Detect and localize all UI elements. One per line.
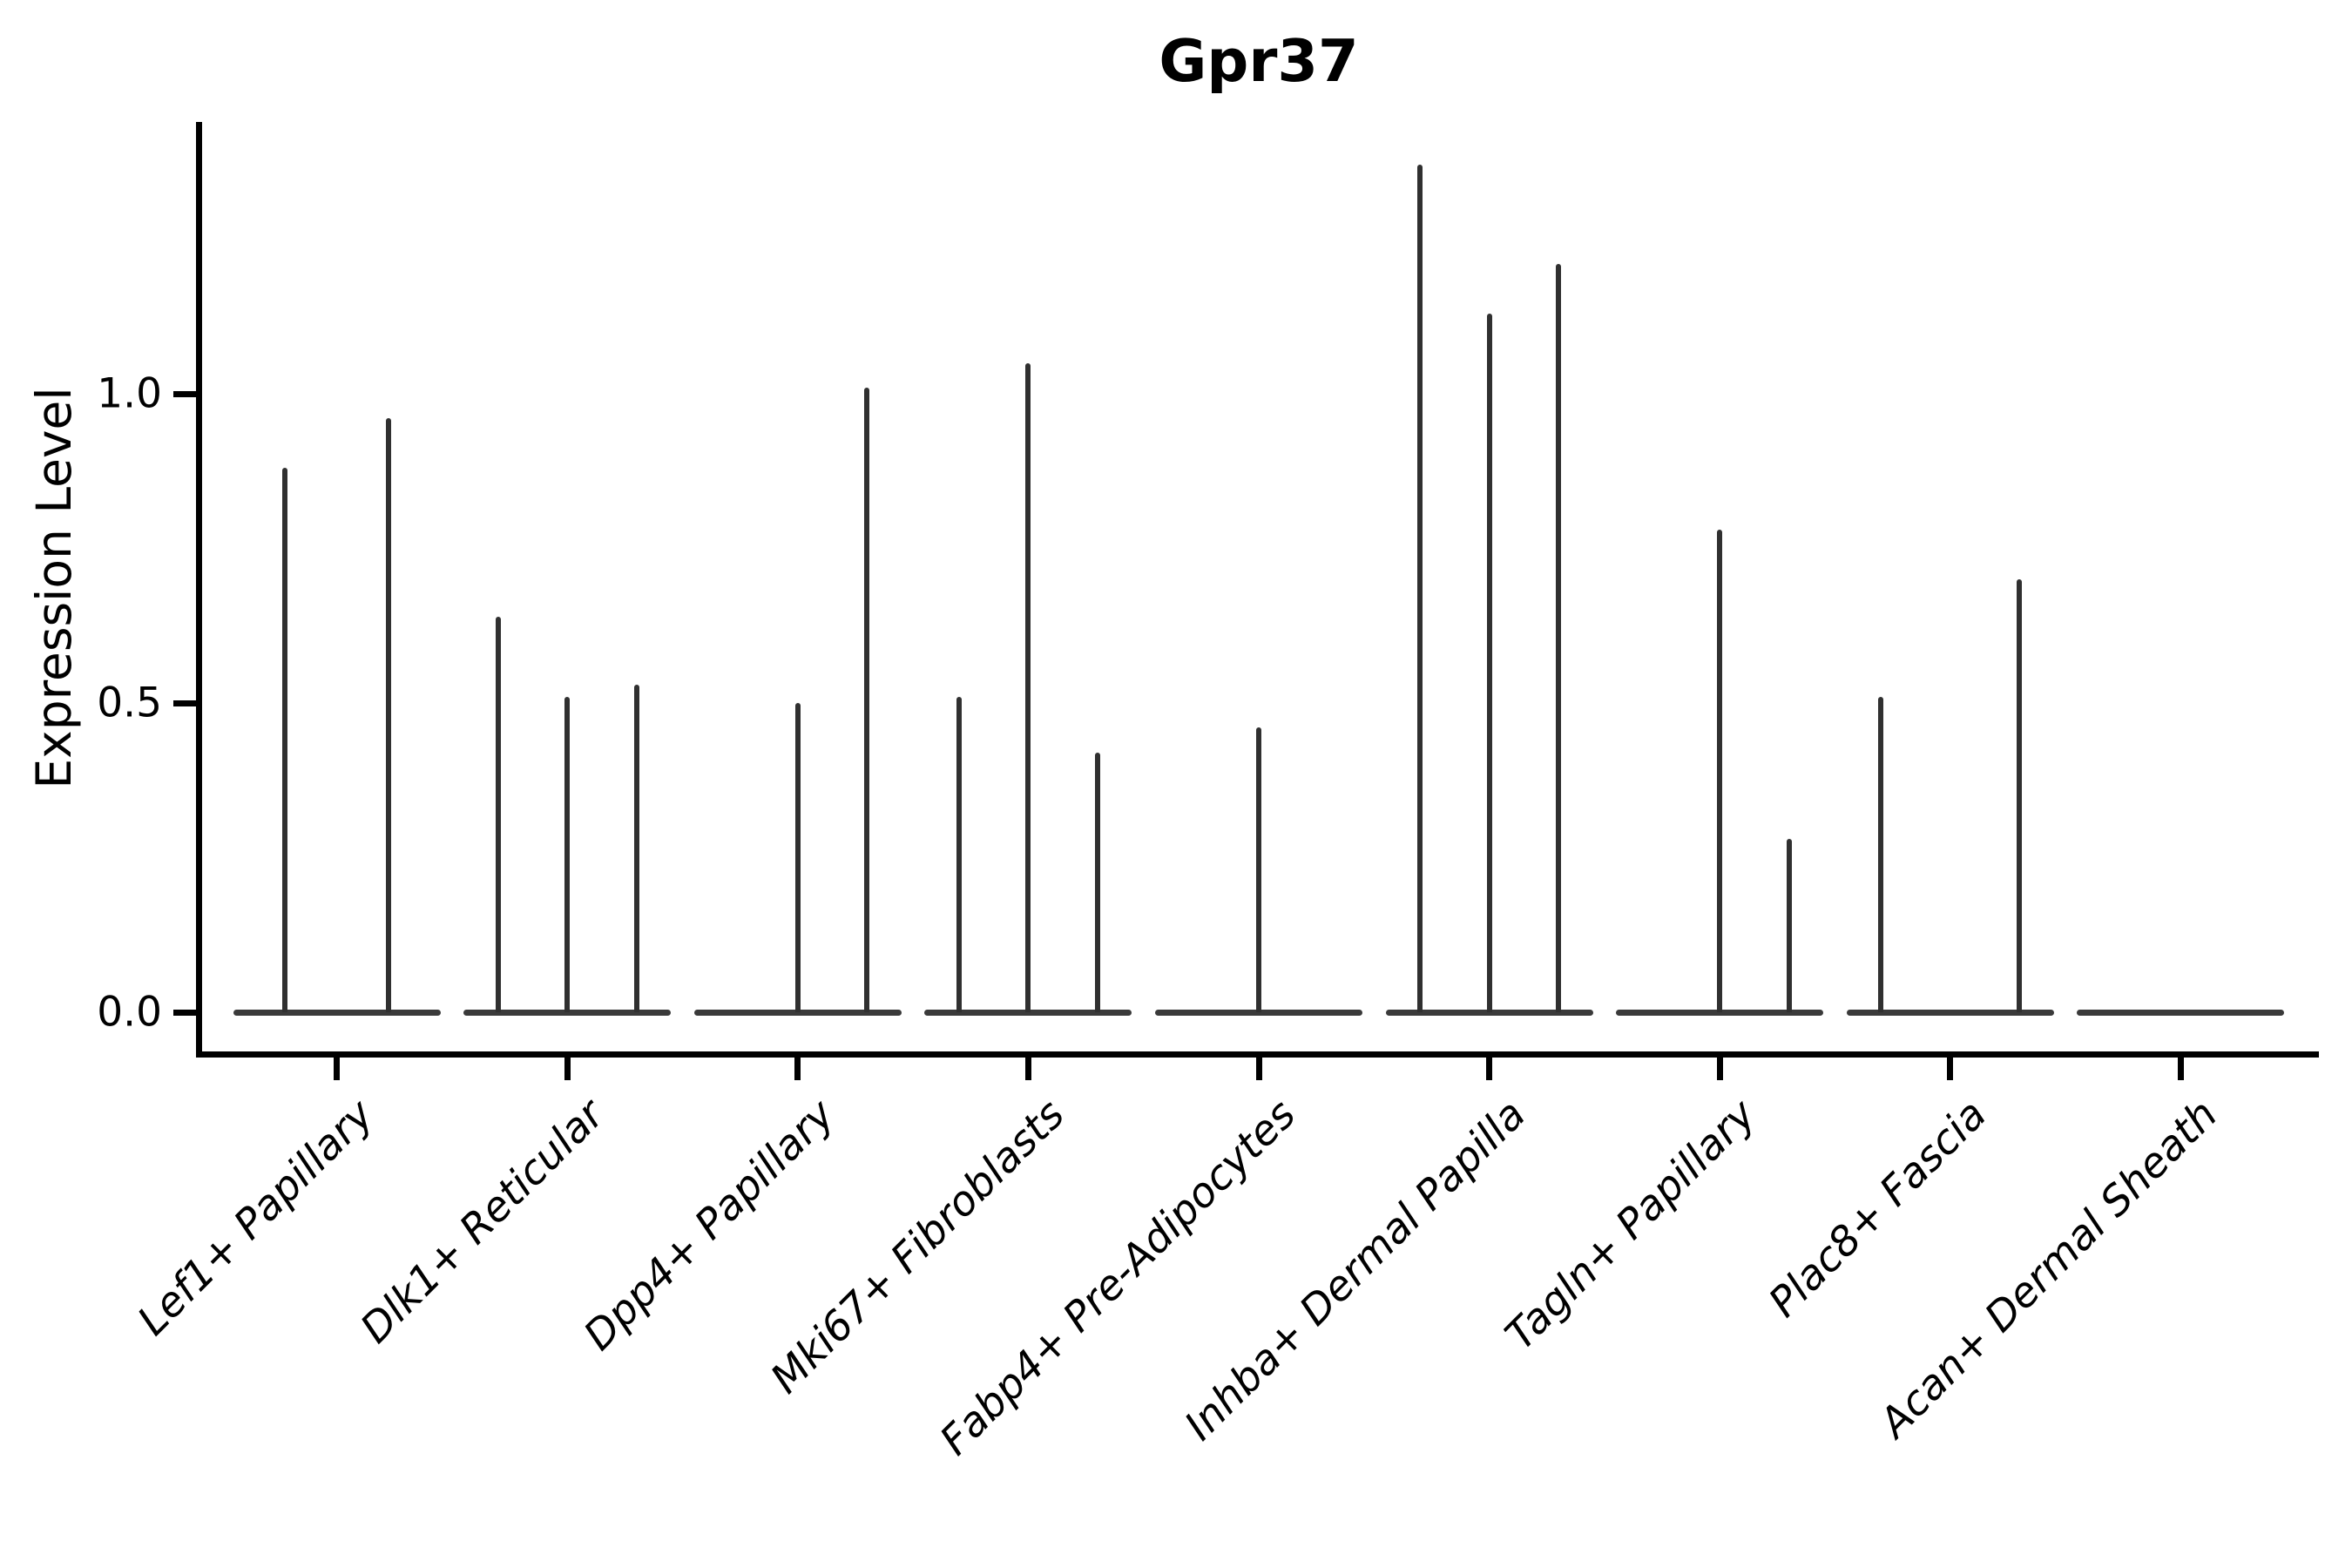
x-tick-mark <box>1716 1058 1723 1080</box>
y-tick-mark <box>173 700 196 706</box>
violin-spike <box>282 468 288 1012</box>
violin-spike <box>864 387 870 1012</box>
violin-spike <box>1878 696 1884 1012</box>
x-tick-mark <box>334 1058 341 1080</box>
x-tick-label: Dpp4+ Papillary <box>574 1090 844 1361</box>
y-tick-label: 0.5 <box>97 679 162 727</box>
x-tick-mark <box>1947 1058 1954 1080</box>
x-tick-label: Lef1+ Papillary <box>128 1090 383 1345</box>
y-tick-label: 1.0 <box>97 369 162 418</box>
violin-spike <box>633 684 639 1012</box>
x-tick-label: Plac8+ Fascia <box>1760 1090 1997 1327</box>
y-tick-mark <box>173 1010 196 1016</box>
violin-spike <box>2017 579 2023 1012</box>
violin-spike <box>1717 530 1723 1012</box>
violin-spike <box>1094 752 1100 1012</box>
violin-spike <box>495 616 501 1012</box>
violin-base <box>1616 1009 1824 1016</box>
violin-base <box>693 1009 902 1016</box>
violin-spike <box>1256 727 1261 1012</box>
violin-base <box>1846 1009 2054 1016</box>
x-tick-mark <box>794 1058 801 1080</box>
violin-base <box>1154 1009 1363 1016</box>
violin-spike <box>956 696 963 1012</box>
violin-spike <box>794 703 801 1012</box>
violin-spike <box>1786 839 1792 1012</box>
x-tick-mark <box>2177 1058 2184 1080</box>
y-axis-label: Expression Level <box>26 387 82 789</box>
x-axis-spine <box>196 1051 2319 1058</box>
violin-base <box>233 1009 441 1016</box>
violin-spike <box>564 696 571 1012</box>
violin-spike <box>386 418 392 1012</box>
plot-title: Gpr37 <box>1159 27 1359 95</box>
y-axis-spine <box>196 122 202 1058</box>
violin-spike <box>1417 165 1423 1012</box>
violin-base <box>1385 1009 1593 1016</box>
y-tick-mark <box>173 391 196 397</box>
x-tick-mark <box>1255 1058 1262 1080</box>
violin-base <box>924 1009 1132 1016</box>
x-tick-mark <box>1486 1058 1493 1080</box>
violin-spike <box>1486 313 1492 1012</box>
violin-spike <box>1025 362 1031 1012</box>
x-tick-mark <box>1024 1058 1031 1080</box>
x-tick-label: Tagln+ Papillary <box>1497 1090 1766 1360</box>
x-tick-label: Dlk1+ Reticular <box>351 1090 614 1353</box>
y-tick-label: 0.0 <box>97 988 162 1037</box>
violin-spike <box>1555 263 1561 1012</box>
x-tick-mark <box>564 1058 571 1080</box>
violin-base <box>2077 1009 2285 1016</box>
violin-base <box>463 1009 672 1016</box>
